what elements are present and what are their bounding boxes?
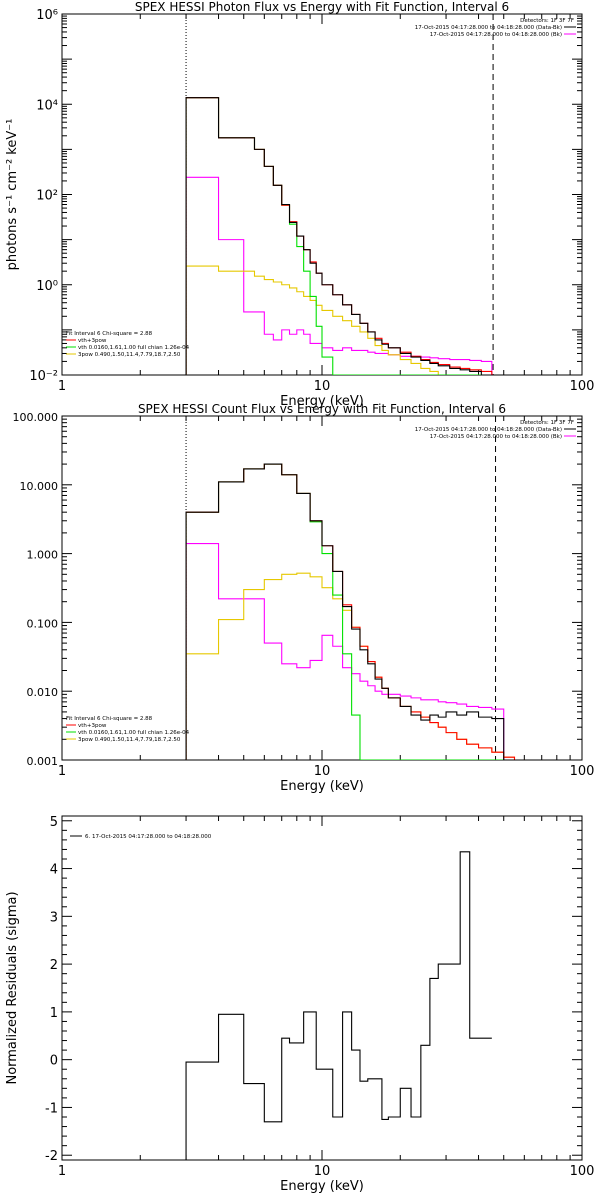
series-background	[185, 176, 493, 375]
y-tick-label: -1	[45, 1101, 58, 1116]
series-group	[185, 463, 525, 760]
series-total	[185, 463, 525, 760]
legend-background-entry: 17-Oct-2015 04:17:28.000 to 04:18:28.000…	[430, 434, 562, 440]
x-tick-label: 10	[314, 1164, 331, 1179]
legend-detectors: Detectors: 1F 3F 7F	[520, 18, 574, 24]
series-thermal	[185, 97, 492, 375]
y-tick-label: 0.100	[27, 617, 59, 630]
x-axis-label: Energy (keV)	[280, 779, 364, 794]
x-axis-label: Energy (keV)	[280, 1179, 364, 1194]
y-tick-label: 3	[50, 910, 58, 925]
count-flux-panel: SPEX HESSI Count Flux vs Energy with Fit…	[13, 402, 595, 794]
legend-data-entry: 17-Oct-2015 04:17:28.000 to 04:18:28.000…	[415, 427, 562, 433]
x-axis-label: Energy (keV)	[280, 394, 364, 409]
y-tick-label: 10⁶	[36, 8, 58, 23]
y-tick-label: 2	[50, 958, 58, 973]
legend-background-entry: 17-Oct-2015 04:17:28.000 to 04:18:28.000…	[430, 32, 562, 38]
legend-fit-interval: Fit Interval 6 Chi-square = 2.88	[66, 331, 153, 337]
y-tick-label: 4	[50, 863, 58, 878]
legend-nonthermal-entry: 3pow 0.490,1.50,11.4,7.79,18.7,2.50	[78, 352, 181, 358]
x-tick-label: 1	[58, 1164, 66, 1179]
y-tick-label: 0.001	[27, 755, 59, 768]
legend-nonthermal-entry: 3pow 0.490,1.50,11.4,7.79,18.7,2.50	[78, 737, 181, 743]
residuals-panel: 1 10 100 -2 -1 0 1 2 3 4 5 Energy (keV) Normalized R…	[5, 815, 594, 1194]
x-tick-label: 1	[58, 764, 66, 779]
series-data	[185, 851, 492, 1160]
legend-thermal-entry: vth 0.0160,1.61,1.00 full chian 1.26e-04	[78, 345, 190, 351]
series-nonthermal	[185, 265, 492, 375]
series-data	[185, 463, 525, 760]
y-tick-label: -2	[45, 1149, 58, 1164]
legend-fit-interval: Fit Interval 6 Chi-square = 2.88	[66, 716, 153, 722]
y-tick-label: 0	[50, 1054, 58, 1069]
series-group	[185, 851, 492, 1160]
legend-total-entry: vth+3pow	[78, 338, 107, 344]
y-tick-label: 100.000	[13, 411, 59, 424]
y-tick-label: 10⁰	[36, 279, 58, 294]
plot-frame	[61, 13, 583, 376]
series-total	[185, 97, 493, 375]
x-tick-label: 100	[570, 1164, 595, 1179]
y-tick-label: 1.000	[27, 549, 59, 562]
x-tick-label: 10	[314, 379, 331, 394]
y-tick-label: 0.010	[27, 686, 59, 699]
photon-flux-panel: SPEX HESSI Photon Flux vs Energy with Fi…	[5, 0, 594, 409]
legend-detectors: Detectors: 1F 3F 7F	[520, 420, 574, 426]
y-axis-label: Normalized Residuals (sigma)	[5, 891, 20, 1084]
legend-thermal-entry: vth 0.0160,1.61,1.00 full chian 1.26e-04	[78, 730, 190, 736]
x-tick-label: 100	[570, 379, 595, 394]
legend-total-entry: vth+3pow	[78, 723, 107, 729]
y-tick-label: 10.000	[20, 480, 59, 493]
chart-title: SPEX HESSI Photon Flux vs Energy with Fi…	[135, 0, 509, 14]
series-nonthermal	[185, 572, 525, 760]
y-axis-label: photons s⁻¹ cm⁻² keV⁻¹	[5, 119, 20, 271]
x-tick-label: 10	[314, 764, 331, 779]
y-tick-label: 10⁴	[36, 98, 58, 113]
series-data	[185, 97, 492, 375]
y-tick-label: 1	[50, 1006, 58, 1021]
series-thermal	[185, 463, 525, 760]
series-background	[185, 543, 525, 760]
x-tick-label: 1	[58, 379, 66, 394]
plot-frame	[61, 815, 583, 1161]
x-tick-label: 100	[570, 764, 595, 779]
y-tick-label: 10²	[36, 189, 58, 204]
y-tick-label: 5	[50, 815, 58, 830]
legend-data-entry: 17-Oct-2015 04:17:28.000 to 04:18:28.000…	[415, 25, 562, 31]
chart-title: SPEX HESSI Count Flux vs Energy with Fit…	[138, 402, 506, 416]
series-group	[185, 97, 493, 375]
y-tick-label: 10⁻²	[29, 369, 58, 384]
legend-residual-entry: 6. 17-Oct-2015 04:17:28.000 to 04:18:28.…	[85, 834, 212, 840]
